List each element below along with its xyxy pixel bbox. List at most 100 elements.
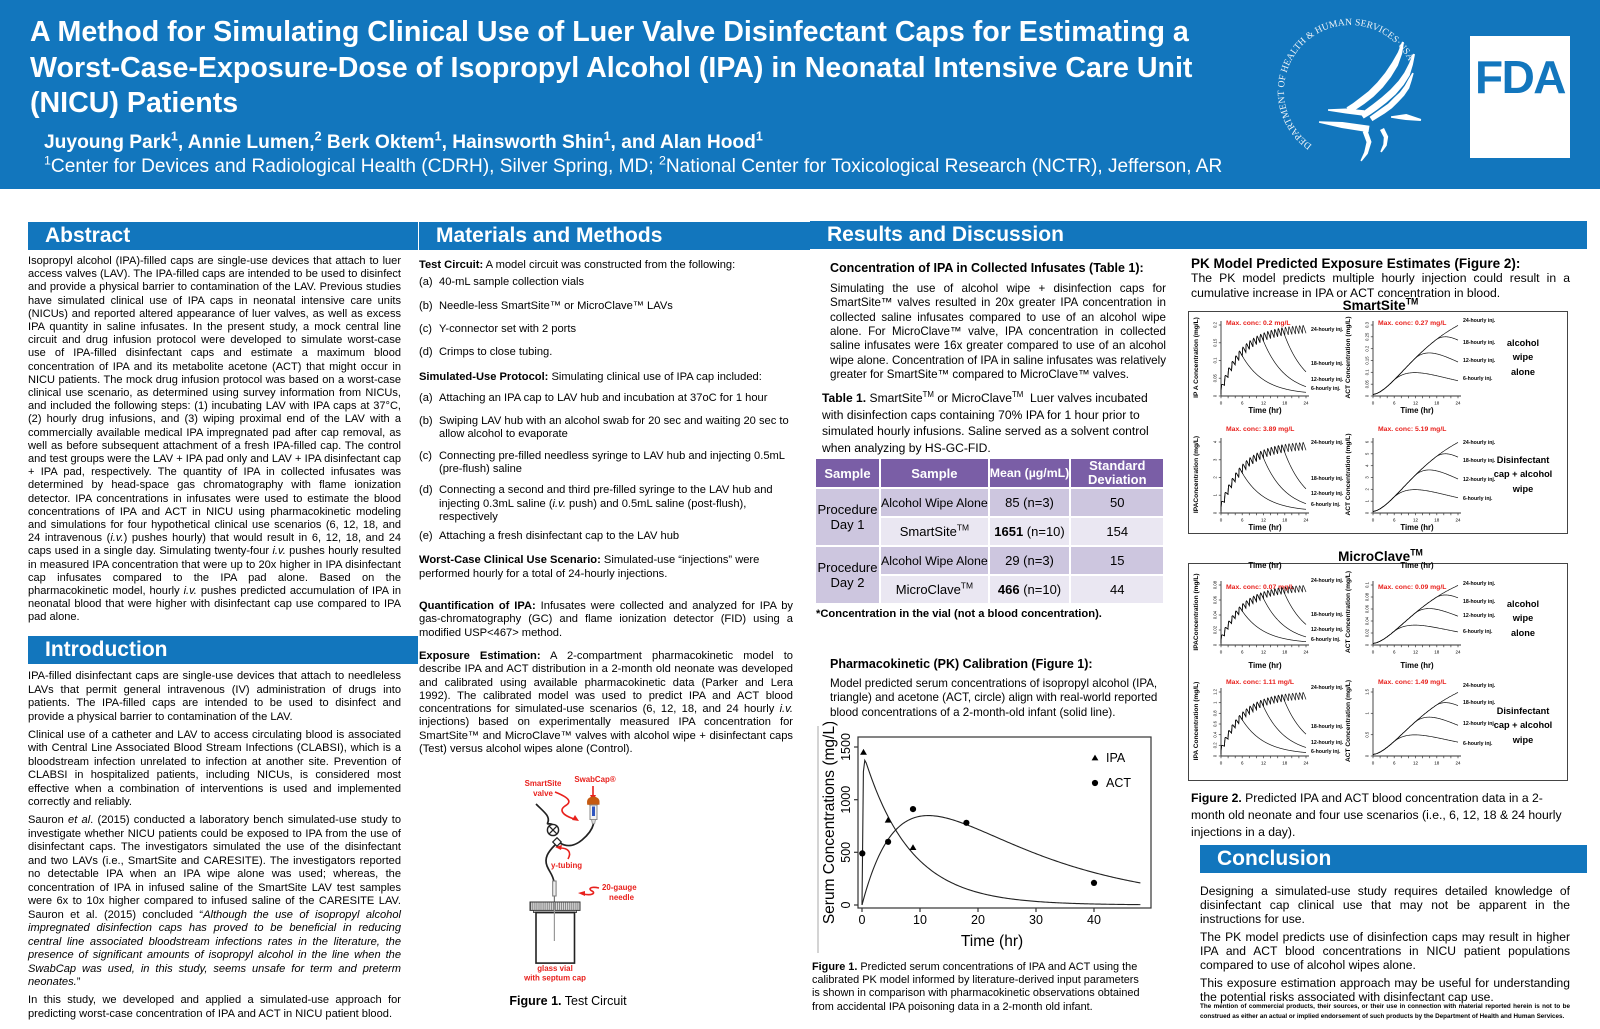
svg-text:18: 18 <box>1282 761 1288 766</box>
svg-text:Time (hr): Time (hr) <box>1400 561 1434 570</box>
svg-text:0: 0 <box>1365 643 1370 646</box>
svg-text:20-gauge: 20-gauge <box>602 883 637 892</box>
svg-text:Time (hr): Time (hr) <box>1400 523 1434 532</box>
svg-text:0.02: 0.02 <box>1365 628 1370 637</box>
svg-text:24-hourly inj.: 24-hourly inj. <box>1311 327 1344 333</box>
svg-text:1: 1 <box>1213 701 1218 704</box>
svg-text:2: 2 <box>1213 476 1218 479</box>
svg-text:0.2: 0.2 <box>1213 321 1218 327</box>
svg-text:ACT: ACT <box>1106 776 1131 790</box>
svg-text:18: 18 <box>1434 761 1440 766</box>
svg-text:glass vial: glass vial <box>537 964 573 973</box>
svg-text:0: 0 <box>1372 401 1375 406</box>
svg-text:Time (hr): Time (hr) <box>1400 661 1434 670</box>
svg-text:6: 6 <box>1241 518 1244 523</box>
svg-text:ACT Concentration (mg/L): ACT Concentration (mg/L) <box>1345 433 1352 515</box>
svg-text:Max. conc: 1.49 mg/L: Max. conc: 1.49 mg/L <box>1378 679 1446 686</box>
svg-text:18: 18 <box>1282 401 1288 406</box>
svg-text:24-hourly inj.: 24-hourly inj. <box>1463 318 1496 324</box>
svg-text:12-hourly inj.: 12-hourly inj. <box>1463 721 1496 727</box>
svg-text:2: 2 <box>1365 487 1370 490</box>
svg-text:0: 0 <box>1220 650 1223 655</box>
svg-text:0.05: 0.05 <box>1213 373 1218 382</box>
svg-text:40: 40 <box>1087 913 1101 927</box>
svg-text:0.04: 0.04 <box>1213 610 1218 619</box>
svg-text:0: 0 <box>1220 518 1223 523</box>
svg-text:Max. conc: 0.07 mg/L: Max. conc: 0.07 mg/L <box>1226 584 1294 591</box>
svg-text:0.6: 0.6 <box>1213 720 1218 726</box>
svg-text:IPA: IPA <box>1106 751 1126 765</box>
svg-text:24: 24 <box>1455 518 1461 523</box>
svg-text:18-hourly inj.: 18-hourly inj. <box>1463 599 1496 605</box>
svg-text:5: 5 <box>1365 452 1370 455</box>
svg-text:0.1: 0.1 <box>1365 369 1370 375</box>
svg-text:0: 0 <box>1213 643 1218 646</box>
svg-text:0: 0 <box>1365 394 1370 397</box>
svg-text:12: 12 <box>1413 761 1419 766</box>
svg-text:18-hourly inj.: 18-hourly inj. <box>1311 724 1344 730</box>
svg-text:SwabCap®: SwabCap® <box>574 775 616 784</box>
svg-text:ACT Concentration (mg/L): ACT Concentration (mg/L) <box>1345 316 1352 398</box>
svg-text:10: 10 <box>913 913 927 927</box>
svg-text:12-hourly inj.: 12-hourly inj. <box>1311 491 1344 497</box>
svg-text:12-hourly inj.: 12-hourly inj. <box>1463 477 1496 483</box>
svg-text:1: 1 <box>1365 711 1370 714</box>
svg-text:18: 18 <box>1434 401 1440 406</box>
svg-text:18-hourly inj.: 18-hourly inj. <box>1311 612 1344 618</box>
svg-text:18-hourly inj.: 18-hourly inj. <box>1463 458 1496 464</box>
svg-text:500: 500 <box>839 842 853 863</box>
svg-text:24: 24 <box>1303 761 1309 766</box>
svg-text:6-hourly inj.: 6-hourly inj. <box>1463 376 1493 382</box>
svg-text:0: 0 <box>1220 401 1223 406</box>
svg-text:Time (hr): Time (hr) <box>1248 523 1282 532</box>
svg-text:12: 12 <box>1261 761 1267 766</box>
svg-text:0.8: 0.8 <box>1213 710 1218 716</box>
svg-text:IPAConcentration (mg/L): IPAConcentration (mg/L) <box>1193 573 1200 650</box>
svg-text:0.2: 0.2 <box>1365 345 1370 351</box>
svg-text:18-hourly inj.: 18-hourly inj. <box>1463 700 1496 706</box>
svg-text:0: 0 <box>1365 511 1370 514</box>
svg-text:6-hourly inj.: 6-hourly inj. <box>1463 496 1493 502</box>
svg-text:3: 3 <box>1365 476 1370 479</box>
svg-text:1000: 1000 <box>839 786 853 814</box>
svg-text:12: 12 <box>1261 650 1267 655</box>
svg-text:18: 18 <box>1434 650 1440 655</box>
svg-text:12: 12 <box>1261 518 1267 523</box>
svg-text:with septum cap: with septum cap <box>523 974 586 983</box>
svg-text:12-hourly inj.: 12-hourly inj. <box>1463 613 1496 619</box>
svg-text:0.08: 0.08 <box>1365 592 1370 601</box>
svg-text:6: 6 <box>1393 518 1396 523</box>
svg-text:y-tubing: y-tubing <box>551 861 582 870</box>
svg-text:ACT Concentration (mg/L): ACT Concentration (mg/L) <box>1345 680 1352 762</box>
svg-text:18-hourly inj.: 18-hourly inj. <box>1311 476 1344 482</box>
svg-text:0: 0 <box>859 913 866 927</box>
svg-text:6: 6 <box>1365 440 1370 443</box>
svg-text:Max. conc: 3.89 mg/L: Max. conc: 3.89 mg/L <box>1226 426 1294 433</box>
svg-text:12-hourly inj.: 12-hourly inj. <box>1463 358 1496 364</box>
svg-text:18: 18 <box>1282 650 1288 655</box>
svg-text:24-hourly inj.: 24-hourly inj. <box>1463 440 1496 446</box>
svg-text:Max. conc: 0.27 mg/L: Max. conc: 0.27 mg/L <box>1378 320 1446 327</box>
svg-text:0.5: 0.5 <box>1365 731 1370 737</box>
svg-text:24: 24 <box>1303 650 1309 655</box>
svg-text:0: 0 <box>1213 511 1218 514</box>
svg-text:Max. conc: 0.2 mg/L: Max. conc: 0.2 mg/L <box>1226 320 1291 327</box>
svg-text:valve: valve <box>533 789 553 798</box>
svg-text:12-hourly inj.: 12-hourly inj. <box>1311 627 1344 633</box>
svg-text:DEPARTMENT OF HEALTH & HUMAN S: DEPARTMENT OF HEALTH & HUMAN SERVICES·US… <box>1276 17 1416 152</box>
svg-text:6: 6 <box>1241 401 1244 406</box>
svg-text:6-hourly inj.: 6-hourly inj. <box>1311 637 1341 643</box>
svg-text:0.05: 0.05 <box>1365 379 1370 388</box>
svg-text:12: 12 <box>1413 650 1419 655</box>
svg-text:Time (hr): Time (hr) <box>1248 661 1282 670</box>
svg-text:4: 4 <box>1365 464 1370 467</box>
svg-text:24: 24 <box>1303 518 1309 523</box>
svg-text:0: 0 <box>1372 761 1375 766</box>
svg-text:1: 1 <box>1213 493 1218 496</box>
svg-text:Max. conc: 1.11 mg/L: Max. conc: 1.11 mg/L <box>1226 679 1294 686</box>
svg-text:0: 0 <box>1220 761 1223 766</box>
svg-text:6-hourly inj.: 6-hourly inj. <box>1463 629 1493 635</box>
svg-text:18: 18 <box>1282 518 1288 523</box>
svg-text:SmartSite: SmartSite <box>525 779 562 788</box>
svg-text:ACT Concentration (mg/L): ACT Concentration (mg/L) <box>1345 571 1352 653</box>
